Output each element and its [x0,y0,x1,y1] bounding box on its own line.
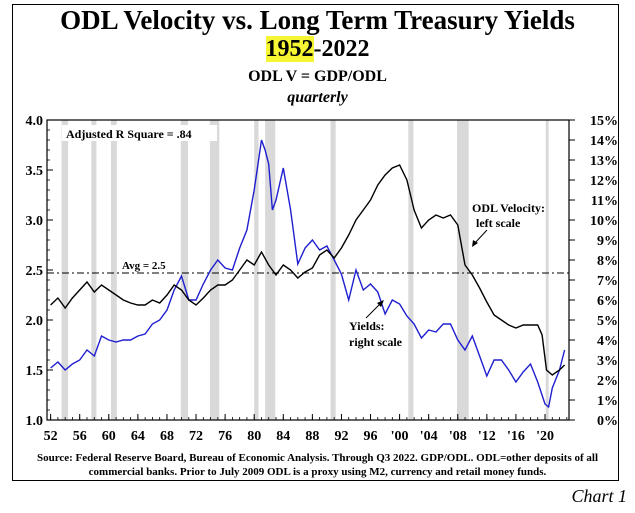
right-axis-tick-label: 6% [597,294,618,309]
source-note: Source: Federal Reserve Board, Bureau of… [36,452,599,478]
left-axis-tick-label: 4.0 [26,114,44,129]
yields-arrow [365,302,382,319]
left-axis-tick-label: 1.5 [26,364,44,379]
series-line-yields [50,139,566,409]
x-axis-tick-label: 68 [160,429,174,444]
plot-area [46,119,570,421]
recession-band [61,120,69,420]
x-axis-tick-label: '04 [420,429,438,444]
right-axis-tick-label: 10% [590,214,618,229]
axis-labels: 1.0 1.5 2.0 2.5 3.0 3.5 4.0 0% 1% 2% 3% 4% 5% 6% 7% 8% 9… [26,114,619,444]
velocity-arrow [473,229,488,245]
left-axis-tick-label: 2.0 [26,314,44,329]
right-axis-tick-label: 8% [597,254,618,269]
x-axis-tick-label: 64 [131,429,145,444]
chart-period: 1952-2022 [0,36,635,63]
x-axis-tick-label: 92 [334,429,348,444]
average-label: Avg = 2.5 [122,260,166,272]
recession-bands [61,120,549,420]
x-axis-tick-label: '12 [478,429,496,444]
velocity-label-2: left scale [476,216,521,230]
velocity-label-1: ODL Velocity: [472,201,545,215]
period-end: -2022 [313,36,370,62]
yields-label-1: Yields: [349,319,385,333]
yields-arrowhead [377,300,384,307]
x-axis-tick-label: 80 [247,429,261,444]
right-axis-tick-label: 14% [590,134,618,149]
right-axis-tick-label: 1% [597,394,618,409]
x-axis-tick-label: 76 [218,429,232,444]
velocity-arrowhead [472,240,478,247]
right-axis-tick-label: 7% [597,274,618,289]
right-axis-tick-label: 11% [591,194,618,209]
chart-frequency: quarterly [287,89,348,106]
right-axis-tick-label: 0% [597,414,618,429]
chart-title: ODL Velocity vs. Long Term Treasury Yiel… [60,5,575,35]
yields-label-2: right scale [349,335,403,349]
r-square-annotation: Adjusted R Square = .84 [66,127,192,141]
right-axis-tick-label: 13% [590,154,618,169]
right-axis-tick-label: 9% [597,234,618,249]
recession-band [408,120,414,420]
x-axis-tick-label: 56 [73,429,87,444]
x-axis-tick-label: 52 [44,429,58,444]
recession-band [330,120,336,420]
x-axis-tick-label: 72 [189,429,203,444]
recession-band [91,120,97,420]
x-axis-tick-label: '00 [391,429,409,444]
recession-band [110,120,117,420]
period-start: 1952 [265,36,314,62]
chart-number: Chart 1 [571,486,627,506]
right-axis-tick-label: 2% [597,374,618,389]
right-axis-tick-label: 3% [597,354,618,369]
recession-band [254,120,259,420]
left-axis-tick-label: 3.5 [26,164,44,179]
recession-band [457,120,469,420]
series-line-odl-velocity [50,164,566,376]
x-axis-tick-label: 96 [364,429,378,444]
left-axis-tick-label: 1.0 [26,414,44,429]
x-axis-tick-label: 88 [305,429,319,444]
right-axis-tick-label: 5% [597,314,618,329]
right-axis-tick-label: 15% [590,114,618,129]
x-axis-tick-label: 60 [102,429,116,444]
recession-band [545,120,549,420]
chart-frame [12,4,619,481]
left-axis-tick-label: 2.5 [26,264,44,279]
x-axis-tick-label: 84 [276,429,290,444]
recession-band [180,120,189,420]
x-axis-tick-label: '08 [449,429,467,444]
recession-band [265,120,276,420]
right-axis-tick-label: 12% [590,174,618,189]
r-square-box [62,125,217,141]
chart-formula: ODL V = GDP/ODL [248,68,387,85]
left-axis-tick-label: 3.0 [26,214,44,229]
x-axis-tick-label: '16 [507,429,525,444]
recession-band [209,120,220,420]
x-axis-tick-label: '20 [536,429,554,444]
right-axis-tick-label: 4% [597,334,618,349]
